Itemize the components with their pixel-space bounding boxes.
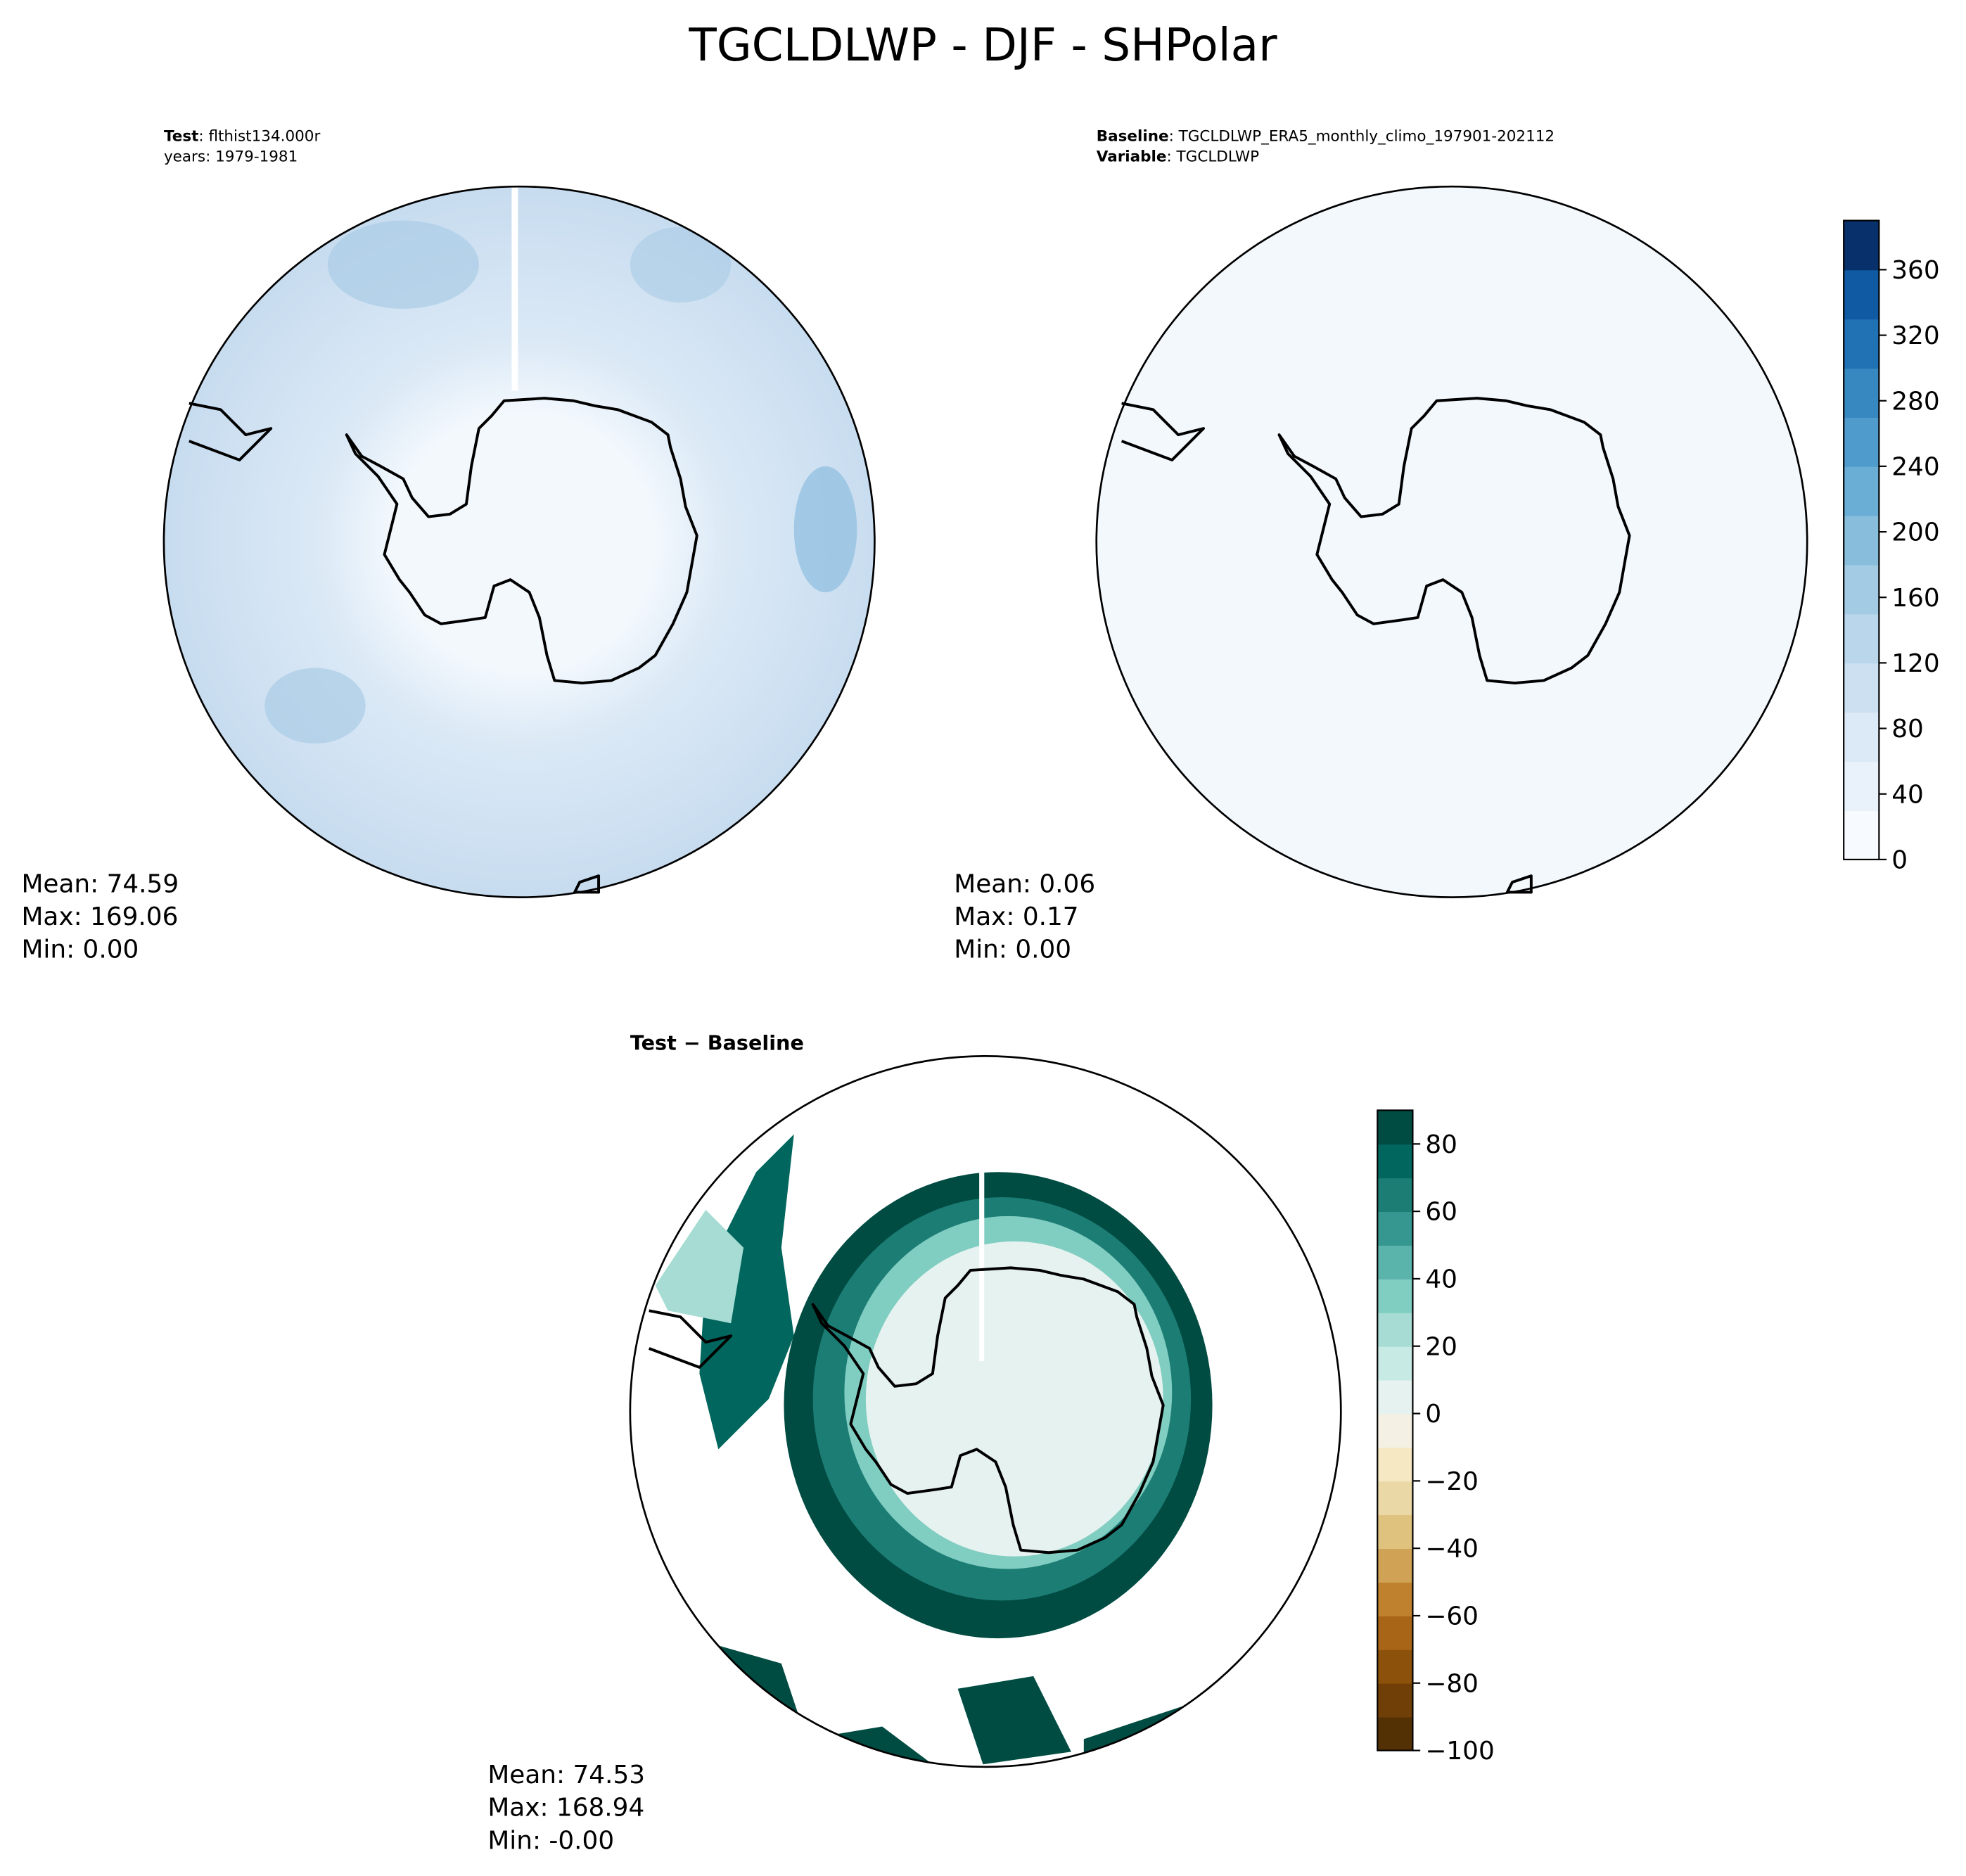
colorbar-band	[1377, 1683, 1413, 1718]
panel-header: Variable: TGCLDLWP	[1097, 148, 1259, 165]
panel-header: Baseline: TGCLDLWP_ERA5_monthly_climo_19…	[1097, 128, 1555, 146]
map-difference	[630, 1056, 1341, 1767]
colorbar-tick-label: −20	[1425, 1467, 1479, 1496]
colorbar-band	[1377, 1413, 1413, 1448]
stat-line: Max: 168.94	[487, 1794, 644, 1823]
colorbar-tick-label: −60	[1425, 1602, 1479, 1631]
panel-header: Test − Baseline	[630, 1030, 804, 1054]
colorbar-tick-label: 40	[1891, 780, 1924, 809]
colorbar-band	[1377, 1481, 1413, 1516]
colorbar-frame	[1377, 1109, 1414, 1751]
stat-line: Max: 0.17	[954, 902, 1078, 931]
colorbar-band	[1377, 1312, 1413, 1347]
colorbar-tick-label: 240	[1891, 452, 1939, 481]
colorbar-tick-label: 280	[1891, 387, 1939, 416]
stat-line: Min: -0.00	[487, 1826, 614, 1855]
map-baseline	[1095, 185, 1808, 898]
colorbar-tick-label: 40	[1425, 1265, 1457, 1294]
colorbar-band	[1844, 515, 1879, 566]
colorbar-band	[1377, 1649, 1413, 1684]
colorbar-band	[1377, 1716, 1413, 1751]
colorbar-band	[1377, 1548, 1413, 1583]
colorbar-band	[1377, 1211, 1413, 1246]
colorbar-tick-label: −80	[1425, 1669, 1479, 1698]
colorbar-tick-label: 80	[1425, 1130, 1457, 1159]
colorbar-band	[1844, 663, 1879, 713]
colorbar-tick-label: 320	[1891, 321, 1939, 350]
colorbar-band	[1844, 368, 1879, 418]
colorbar-band	[1844, 269, 1879, 320]
colorbar-band	[1844, 220, 1879, 271]
figure-title: TGCLDLWP - DJF - SHPolar	[688, 19, 1277, 72]
stat-line: Max: 169.06	[21, 902, 178, 931]
colorbar-frame	[1843, 219, 1880, 860]
colorbar-band	[1377, 1379, 1413, 1415]
colorbar-band	[1377, 1110, 1413, 1145]
colorbar-band	[1844, 466, 1879, 516]
colorbar-band	[1377, 1447, 1413, 1482]
colorbar-band	[1377, 1615, 1413, 1650]
header-part: Test	[164, 128, 198, 146]
colorbar-tick-label: 80	[1891, 715, 1924, 744]
colorbar-band	[1377, 1346, 1413, 1381]
header-part: : TGCLDLWP	[1166, 148, 1259, 165]
stat-line: Mean: 74.59	[21, 869, 179, 898]
colorbar-band	[1377, 1278, 1413, 1313]
header-part: Test − Baseline	[630, 1030, 804, 1054]
colorbar-band	[1844, 613, 1879, 664]
colorbar-tick-label: 360	[1891, 256, 1939, 285]
colorbar-tick-label: −100	[1425, 1737, 1494, 1766]
colorbar-band	[1844, 319, 1879, 369]
stat-line: Min: 0.00	[954, 936, 1071, 964]
colorbar-tick-label: 160	[1891, 584, 1939, 613]
stat-line: Mean: 0.06	[954, 869, 1095, 898]
colorbar-band	[1844, 564, 1879, 615]
colorbar-band	[1844, 761, 1879, 811]
stat-line: Min: 0.00	[21, 936, 139, 964]
colorbar-tick-label: 20	[1425, 1332, 1457, 1361]
colorbar-tick-label: 0	[1425, 1400, 1441, 1429]
colorbar-tick-label: 60	[1425, 1198, 1457, 1227]
header-part: : TGCLDLWP_ERA5_monthly_climo_197901-202…	[1169, 128, 1555, 146]
colorbar-band	[1377, 1582, 1413, 1616]
header-part: : flthist134.000r	[198, 128, 320, 146]
colorbar-tick-label: −40	[1425, 1535, 1479, 1564]
colorbar-band	[1377, 1245, 1413, 1280]
header-part: Variable	[1097, 148, 1167, 165]
colorbar-band	[1377, 1514, 1413, 1550]
header-part: years: 1979-1981	[164, 148, 298, 165]
colorbar-tick-label: 120	[1891, 649, 1939, 678]
header-part: Baseline	[1097, 128, 1169, 146]
stat-line: Mean: 74.53	[487, 1761, 645, 1789]
colorbar-band	[1377, 1144, 1413, 1179]
map-test	[163, 186, 875, 898]
colorbar-band	[1844, 712, 1879, 762]
colorbar-band	[1844, 810, 1879, 860]
panel-header: Test: flthist134.000r	[164, 128, 321, 146]
colorbar-band	[1377, 1178, 1413, 1213]
panel-header: years: 1979-1981	[164, 148, 298, 165]
colorbar-band	[1844, 417, 1879, 467]
colorbar-tick-label: 0	[1891, 846, 1908, 874]
colorbar-tick-label: 200	[1891, 518, 1939, 547]
